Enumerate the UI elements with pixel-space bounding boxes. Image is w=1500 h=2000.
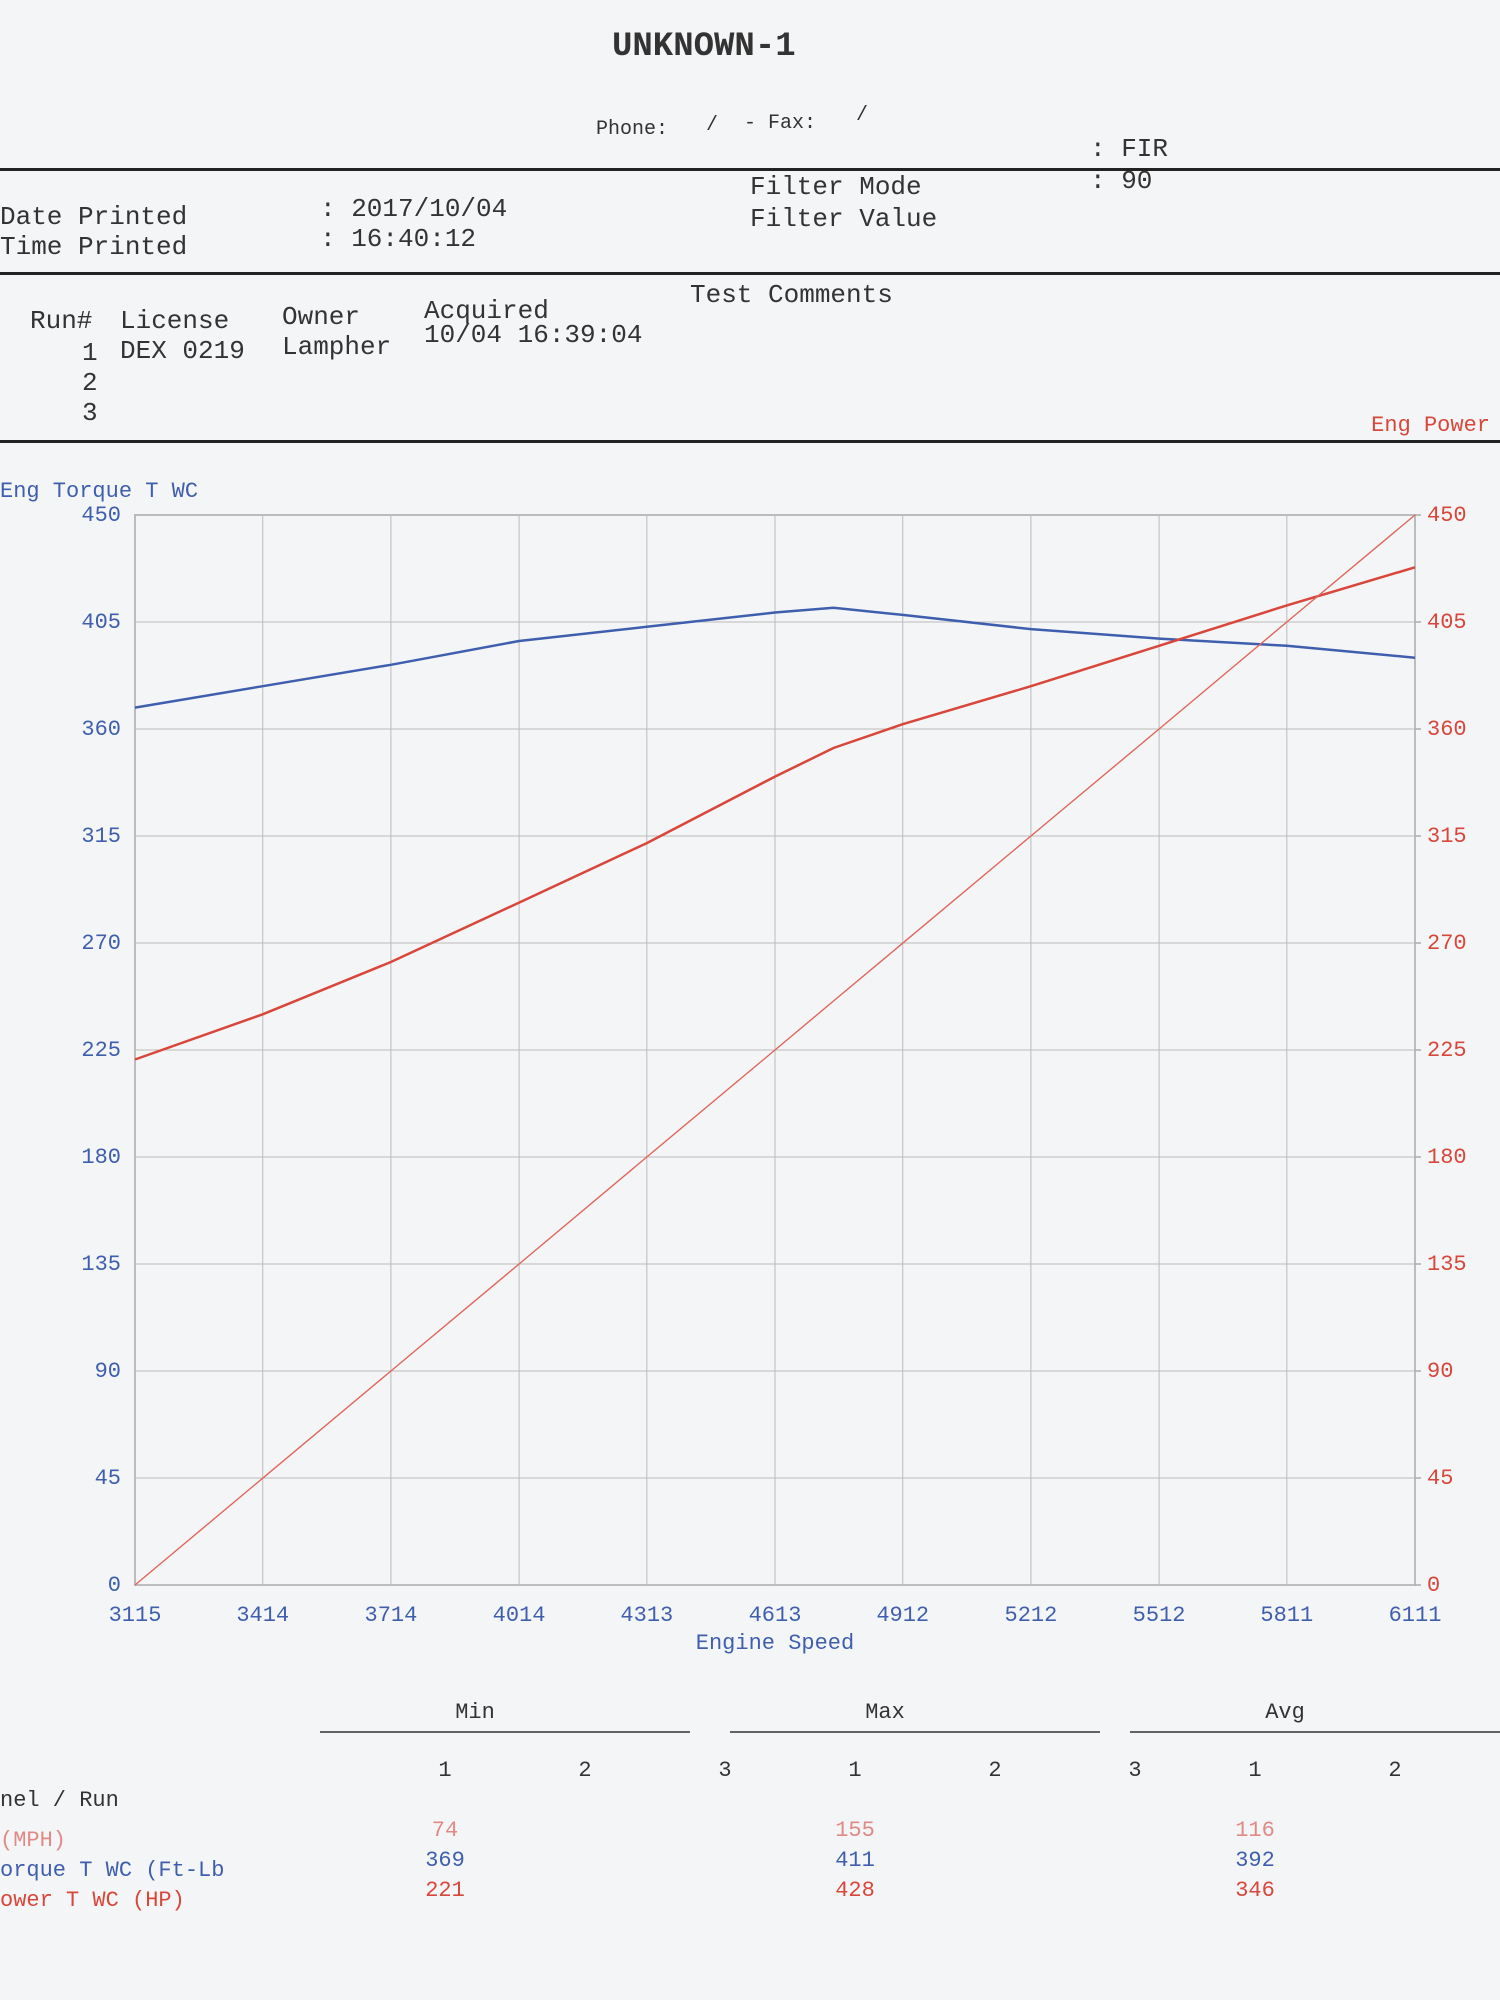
y2-tick-label: 450	[1427, 503, 1467, 528]
y2-tick-label: 225	[1427, 1038, 1467, 1063]
fax-label: - Fax:	[744, 112, 817, 135]
y-tick-label: 315	[81, 824, 121, 849]
cell: 428	[835, 1878, 875, 1903]
cell: 411	[835, 1848, 875, 1873]
series-line	[134, 566, 1416, 1061]
y2-tick-label: 90	[1427, 1359, 1453, 1384]
y2-tick-label: 315	[1427, 824, 1467, 849]
filter-value-label: Filter Value	[750, 204, 938, 234]
run-header: 1	[848, 1758, 861, 1783]
cell: 346	[1235, 1878, 1275, 1903]
run-license: DEX 0219	[120, 336, 245, 366]
rule	[0, 440, 1500, 443]
y2-tick-label: 0	[1427, 1573, 1440, 1598]
date-label: Date Printed	[0, 202, 188, 232]
run-header: 1	[1248, 1758, 1261, 1783]
cell: 74	[432, 1818, 458, 1843]
runs-header: Acquired	[424, 296, 549, 326]
runs-header: Owner	[282, 302, 361, 332]
y2-tick-label: 45	[1427, 1466, 1453, 1491]
phone-label: Phone:	[596, 118, 669, 141]
y2-tick-label: 405	[1427, 610, 1467, 635]
group-header: Max	[865, 1700, 905, 1725]
group-header: Avg	[1265, 1700, 1305, 1725]
rule	[0, 168, 1500, 171]
run-header: 1	[438, 1758, 451, 1783]
title: UNKNOWN-1	[612, 28, 796, 66]
runs-header: License	[120, 306, 230, 336]
summary-table: Min 1 2 3 Max 1 2 3 Avg 1 2 nel / Run (MPH) 74 155 116 o…	[0, 1700, 1500, 1913]
fax: /	[856, 104, 869, 127]
run-owner: Lampher	[282, 332, 392, 362]
x-tick-label: 3414	[236, 1603, 289, 1628]
x-tick-label: 3115	[109, 1603, 162, 1628]
row-label: orque T WC (Ft-Lb	[0, 1858, 224, 1883]
phone: /	[706, 114, 719, 137]
filter-mode-label: Filter Mode	[750, 172, 922, 202]
run-number: 1	[82, 338, 98, 368]
y-tick-label: 360	[81, 717, 121, 742]
time: : 16:40:12	[320, 224, 477, 254]
x-tick-label: 3714	[365, 1603, 418, 1628]
run-header: 2	[1388, 1758, 1401, 1783]
y2-tick-label: 180	[1427, 1145, 1467, 1170]
rule	[0, 272, 1500, 275]
series-line	[134, 514, 1416, 1586]
y-tick-label: 405	[81, 610, 121, 635]
filter-value: : 90	[1090, 166, 1153, 196]
y-tick-label: 450	[81, 503, 121, 528]
runs-header: Run#	[30, 306, 93, 336]
run-number: 2	[82, 368, 98, 398]
x-tick-label: 4014	[493, 1603, 546, 1628]
filter-mode: : FIR	[1090, 134, 1169, 164]
y2-tick-label: 270	[1427, 931, 1467, 956]
x-tick-label: 4912	[876, 1603, 929, 1628]
x-axis-title: Engine Speed	[696, 1631, 854, 1656]
y-tick-label: 135	[81, 1252, 121, 1277]
y-tick-label: 90	[95, 1359, 121, 1384]
run-header: 2	[578, 1758, 591, 1783]
cell: 369	[425, 1848, 465, 1873]
cell: 392	[1235, 1848, 1275, 1873]
cell: 221	[425, 1878, 465, 1903]
cell: 155	[835, 1818, 875, 1843]
x-tick-label: 4313	[620, 1603, 673, 1628]
x-tick-label: 5811	[1260, 1603, 1313, 1628]
cell: 116	[1235, 1818, 1275, 1843]
y2-tick-label: 135	[1427, 1252, 1467, 1277]
y2-axis-title: Eng Power	[1371, 413, 1490, 438]
time-label: Time Printed	[0, 232, 188, 262]
row-label: (MPH)	[0, 1828, 66, 1853]
y-tick-label: 180	[81, 1145, 121, 1170]
y-tick-label: 225	[81, 1038, 121, 1063]
run-header: 3	[1128, 1758, 1141, 1783]
x-tick-label: 5512	[1133, 1603, 1186, 1628]
channel-header: nel / Run	[0, 1788, 119, 1813]
date: : 2017/10/04	[320, 194, 508, 224]
x-tick-label: 5212	[1005, 1603, 1058, 1628]
y-tick-label: 45	[95, 1466, 121, 1491]
x-tick-label: 4613	[749, 1603, 802, 1628]
runs-header: Test Comments	[690, 280, 893, 310]
y-tick-label: 0	[108, 1573, 121, 1598]
run-number: 3	[82, 398, 98, 428]
x-tick-label: 6111	[1389, 1603, 1442, 1628]
y-axis-title: Eng Torque T WC	[0, 479, 198, 504]
run-header: 3	[718, 1758, 731, 1783]
y-tick-label: 270	[81, 931, 121, 956]
run-acquired: 10/04 16:39:04	[424, 320, 643, 350]
chart: 0 45 90 135 180 225 270 315 360 405 450 0 45 90 135 180…	[0, 413, 1490, 1656]
run-header: 2	[988, 1758, 1001, 1783]
row-label: ower T WC (HP)	[0, 1888, 185, 1913]
y2-tick-label: 360	[1427, 717, 1467, 742]
group-header: Min	[455, 1700, 495, 1725]
